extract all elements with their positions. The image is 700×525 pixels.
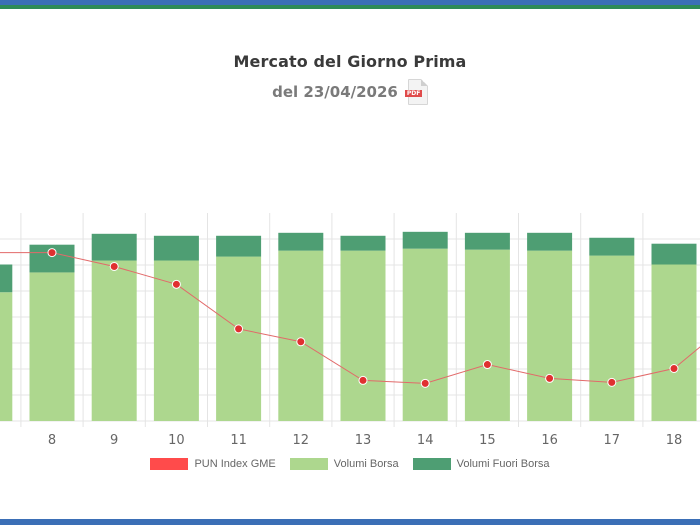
- legend: PUN Index GME Volumi Borsa Volumi Fuori …: [0, 458, 700, 470]
- chart-header: Mercato del Giorno Prima del 23/04/2026 …: [0, 52, 700, 105]
- top-bar: [0, 0, 700, 9]
- pun-line-series: [0, 248, 700, 388]
- x-tick-label-9: 9: [110, 433, 118, 448]
- pun-point-16: [545, 373, 555, 383]
- x-tick-label-13: 13: [355, 433, 372, 448]
- legend-label-volumi-fuori-borsa: Volumi Fuori Borsa: [456, 458, 550, 470]
- bar-volumi-fuori-borsa-15: [464, 232, 510, 250]
- bar-volumi-fuori-borsa-13: [340, 235, 386, 251]
- subtitle-row: del 23/04/2026 PDF: [0, 79, 700, 105]
- bar-volumi-fuori-borsa-17: [589, 237, 635, 256]
- pun-point-9: [109, 261, 119, 271]
- pdf-icon-label: PDF: [404, 90, 423, 97]
- pun-point-18: [669, 364, 679, 374]
- chart-area: 8 9 10 11 12 13 14 15 16 17 18: [0, 213, 700, 448]
- x-tick-label-8: 8: [48, 433, 56, 448]
- bar-volumi-borsa-prev: [0, 292, 13, 421]
- x-tick-label-11: 11: [230, 433, 247, 448]
- bar-volumi-borsa-18: [651, 264, 697, 421]
- pun-point-17: [607, 377, 617, 387]
- bar-volumi-borsa-17: [589, 255, 635, 421]
- bar-volumi-borsa-12: [278, 250, 324, 421]
- bar-volumi-fuori-borsa-10: [153, 235, 199, 261]
- legend-label-pun: PUN Index GME: [194, 458, 276, 470]
- chart-subtitle: del 23/04/2026: [272, 83, 398, 101]
- bar-volumi-fuori-borsa-11: [216, 235, 262, 257]
- bar-volumi-borsa-16: [527, 250, 573, 421]
- legend-swatch-volumi-fuori-borsa: [412, 458, 451, 470]
- pun-point-8: [47, 248, 57, 258]
- x-tick-label-17: 17: [604, 433, 621, 448]
- pun-point-11: [234, 324, 244, 334]
- bar-volumi-fuori-borsa-12: [278, 232, 324, 251]
- pun-point-10: [171, 279, 181, 289]
- bar-volumi-fuori-borsa-prev: [0, 264, 13, 293]
- legend-swatch-volumi-borsa: [289, 458, 328, 470]
- bar-volumi-fuori-borsa-16: [527, 232, 573, 251]
- pun-point-14: [420, 378, 430, 388]
- legend-item-pun[interactable]: PUN Index GME: [150, 458, 276, 470]
- bar-volumi-borsa-11: [216, 256, 262, 421]
- pun-point-13: [358, 375, 368, 385]
- x-tick-label-12: 12: [293, 433, 310, 448]
- bar-volumi-fuori-borsa-18: [651, 243, 697, 265]
- bar-volumi-borsa-13: [340, 250, 386, 421]
- legend-item-volumi-fuori-borsa[interactable]: Volumi Fuori Borsa: [412, 458, 550, 470]
- x-tick-label-10: 10: [168, 433, 185, 448]
- legend-item-volumi-borsa[interactable]: Volumi Borsa: [289, 458, 399, 470]
- x-tick-label-18: 18: [666, 433, 683, 448]
- chart-title: Mercato del Giorno Prima: [233, 52, 467, 71]
- bar-volumi-fuori-borsa-14: [402, 231, 448, 249]
- legend-label-volumi-borsa: Volumi Borsa: [333, 458, 399, 470]
- pun-point-15: [482, 360, 492, 370]
- bar-volumi-borsa-8: [29, 272, 75, 421]
- pdf-download-icon[interactable]: PDF: [404, 79, 428, 105]
- x-tick-label-14: 14: [417, 433, 434, 448]
- x-tick-label-16: 16: [541, 433, 558, 448]
- bar-series: [0, 231, 697, 421]
- bottom-bar: [0, 519, 700, 525]
- legend-swatch-pun: [150, 458, 189, 470]
- bar-volumi-borsa-9: [91, 260, 137, 421]
- bar-volumi-fuori-borsa-9: [91, 233, 137, 261]
- bar-volumi-borsa-15: [464, 249, 510, 421]
- top-bar-green: [0, 5, 700, 9]
- pun-point-12: [296, 337, 306, 347]
- x-tick-label-15: 15: [479, 433, 496, 448]
- bar-volumi-borsa-14: [402, 248, 448, 421]
- top-bar-blue: [0, 0, 700, 5]
- x-axis: 8 9 10 11 12 13 14 15 16 17 18: [48, 433, 682, 448]
